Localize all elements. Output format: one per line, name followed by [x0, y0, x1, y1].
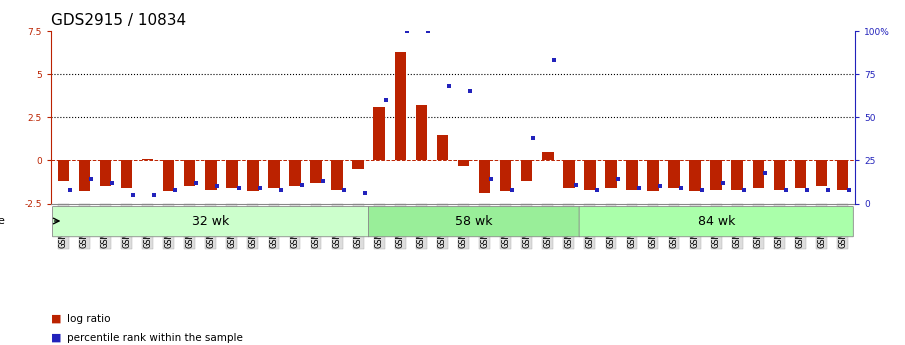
- Point: [779, 187, 794, 193]
- Point: [568, 182, 583, 187]
- Bar: [436, 135, 448, 160]
- Point: [232, 185, 246, 191]
- Bar: [521, 160, 532, 181]
- Point: [548, 58, 562, 63]
- Text: log ratio: log ratio: [67, 314, 110, 324]
- Point: [442, 83, 456, 89]
- Point: [484, 177, 499, 182]
- Point: [294, 182, 309, 187]
- Point: [105, 180, 119, 186]
- Point: [632, 185, 646, 191]
- Bar: [668, 160, 680, 188]
- Text: ■: ■: [51, 314, 62, 324]
- Point: [695, 187, 710, 193]
- Point: [421, 28, 435, 34]
- FancyBboxPatch shape: [52, 207, 369, 237]
- FancyBboxPatch shape: [579, 207, 853, 237]
- Point: [800, 187, 814, 193]
- Point: [589, 187, 604, 193]
- Point: [316, 178, 330, 184]
- Bar: [58, 160, 69, 181]
- Text: 84 wk: 84 wk: [698, 215, 735, 227]
- Bar: [605, 160, 616, 188]
- Point: [252, 185, 267, 191]
- Bar: [731, 160, 743, 190]
- Point: [505, 187, 519, 193]
- Text: percentile rank within the sample: percentile rank within the sample: [67, 333, 243, 343]
- Point: [400, 28, 414, 34]
- Bar: [268, 160, 280, 188]
- Point: [842, 187, 856, 193]
- Text: GDS2915 / 10834: GDS2915 / 10834: [51, 13, 186, 29]
- Bar: [415, 105, 427, 160]
- Point: [737, 187, 751, 193]
- Bar: [226, 160, 238, 188]
- Point: [210, 184, 224, 189]
- Point: [168, 187, 183, 193]
- Point: [716, 180, 730, 186]
- Bar: [205, 160, 216, 190]
- Bar: [774, 160, 786, 190]
- Bar: [79, 160, 91, 191]
- Bar: [500, 160, 511, 191]
- Bar: [584, 160, 595, 190]
- Bar: [753, 160, 764, 188]
- Text: 32 wk: 32 wk: [192, 215, 229, 227]
- Bar: [331, 160, 343, 190]
- Bar: [542, 152, 554, 160]
- Point: [673, 185, 688, 191]
- Bar: [458, 160, 470, 166]
- Text: 58 wk: 58 wk: [455, 215, 492, 227]
- Point: [84, 177, 99, 182]
- Bar: [563, 160, 575, 188]
- Text: age: age: [0, 216, 5, 226]
- Bar: [795, 160, 806, 188]
- Point: [757, 170, 772, 175]
- Point: [147, 192, 161, 198]
- Text: ■: ■: [51, 333, 62, 343]
- Point: [821, 187, 835, 193]
- Point: [378, 97, 393, 103]
- Bar: [395, 52, 406, 160]
- Point: [62, 187, 77, 193]
- Bar: [290, 160, 300, 186]
- Bar: [310, 160, 322, 183]
- Point: [337, 187, 351, 193]
- Point: [189, 180, 204, 186]
- Point: [273, 187, 288, 193]
- Point: [463, 89, 478, 94]
- Bar: [163, 160, 175, 191]
- Bar: [142, 159, 153, 160]
- Bar: [690, 160, 701, 191]
- Bar: [100, 160, 111, 186]
- Point: [653, 184, 667, 189]
- Bar: [374, 107, 385, 160]
- Bar: [247, 160, 259, 191]
- Bar: [352, 160, 364, 169]
- Bar: [120, 160, 132, 188]
- Bar: [647, 160, 659, 191]
- Bar: [184, 160, 195, 186]
- Point: [357, 190, 372, 196]
- Point: [610, 177, 624, 182]
- Bar: [626, 160, 638, 190]
- Point: [126, 192, 140, 198]
- Point: [526, 135, 540, 141]
- Bar: [837, 160, 848, 190]
- Bar: [815, 160, 827, 186]
- Bar: [479, 160, 491, 193]
- FancyBboxPatch shape: [368, 207, 579, 237]
- Bar: [710, 160, 722, 190]
